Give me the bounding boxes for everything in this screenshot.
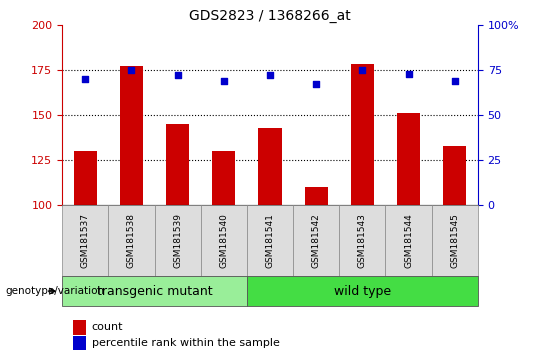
Bar: [443, 146, 467, 205]
Text: GSM181545: GSM181545: [450, 213, 460, 268]
Text: count: count: [92, 322, 123, 332]
Text: GSM181540: GSM181540: [219, 213, 228, 268]
Text: wild type: wild type: [334, 285, 391, 298]
Bar: [305, 187, 328, 205]
Point: [81, 76, 90, 82]
Text: transgenic mutant: transgenic mutant: [97, 285, 212, 298]
Point: [173, 73, 182, 78]
Text: genotype/variation: genotype/variation: [5, 286, 105, 296]
Text: percentile rank within the sample: percentile rank within the sample: [92, 338, 280, 348]
Point: [358, 67, 367, 73]
Point: [312, 81, 321, 87]
Text: GSM181544: GSM181544: [404, 213, 413, 268]
Bar: [259, 128, 281, 205]
Bar: [212, 151, 235, 205]
Text: GDS2823 / 1368266_at: GDS2823 / 1368266_at: [189, 9, 351, 23]
Text: GSM181539: GSM181539: [173, 213, 182, 268]
Point: [266, 73, 274, 78]
Bar: [120, 66, 143, 205]
Point: [219, 78, 228, 84]
Point: [404, 71, 413, 76]
Text: GSM181541: GSM181541: [266, 213, 274, 268]
Text: GSM181538: GSM181538: [127, 213, 136, 268]
Text: GSM181537: GSM181537: [80, 213, 90, 268]
Bar: [351, 64, 374, 205]
Bar: [73, 151, 97, 205]
Bar: [166, 124, 189, 205]
Point: [127, 67, 136, 73]
Bar: [397, 113, 420, 205]
Text: GSM181543: GSM181543: [358, 213, 367, 268]
Point: [450, 78, 459, 84]
Text: GSM181542: GSM181542: [312, 213, 321, 268]
